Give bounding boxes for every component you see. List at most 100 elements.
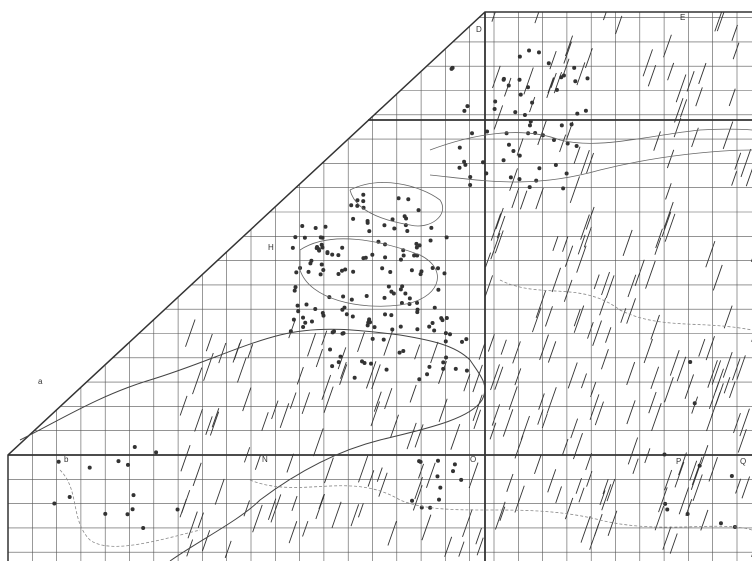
hatch-mark [492,66,500,88]
record-dot [340,332,344,336]
record-dot [389,313,393,317]
hatch-mark [594,275,599,289]
hatch-mark [385,388,392,409]
record-dot [320,262,324,266]
hatch-mark [410,385,416,403]
record-dot [527,48,531,52]
hatch-mark [198,513,203,528]
record-dot [293,289,297,293]
coastline [20,329,485,561]
record-dot [321,311,325,315]
record-dot [300,224,304,228]
record-dot [340,246,344,250]
hatch-mark [729,381,735,397]
hatch-mark [520,191,527,210]
record-dot [419,272,423,276]
record-dot [400,284,404,288]
hatch-mark [426,463,435,488]
hatch-mark [244,500,250,516]
hatch-mark [459,542,464,557]
record-dot [410,268,414,272]
record-dot [397,196,401,200]
record-dot [132,493,136,497]
record-dot [390,327,394,331]
record-dot [459,478,463,482]
map-frame [8,12,752,561]
hatch-mark [303,521,308,536]
hatch-mark [307,333,315,356]
record-dot [408,296,412,300]
hatch-mark [474,410,481,429]
hatch-mark [491,364,500,390]
record-dot [460,340,464,344]
record-dot [665,507,669,511]
hatch-mark [289,521,297,543]
record-dot [453,462,457,466]
hatch-mark [723,121,733,148]
record-dot [52,501,56,505]
hatch-mark [709,382,718,408]
hatch-mark [563,59,569,75]
record-dot [116,459,120,463]
record-dot [412,253,416,257]
record-dot [693,401,697,405]
hatch-mark [513,341,521,363]
record-dot [562,73,566,77]
hatch-mark [595,402,603,426]
record-dot [383,296,387,300]
record-dot [319,272,323,276]
record-dot [570,122,574,126]
hatch-mark [646,261,656,289]
record-dot [301,325,305,329]
record-dot [351,314,355,318]
hatch-mark [415,345,420,360]
hatch-mark [577,246,586,273]
record-dot [399,325,403,329]
record-dot [387,285,391,289]
grid-label: a [38,377,43,386]
hatch-mark [696,87,703,106]
record-dot [351,270,355,274]
record-dot [462,109,466,113]
record-dot [321,245,325,249]
record-dot [340,308,344,312]
record-dot [442,271,446,275]
grid-label: E [680,13,685,22]
hatch-mark [255,455,260,469]
hatch-mark [204,353,214,381]
record-dot [436,459,440,463]
record-dot [526,85,530,89]
hatch-mark [262,412,268,430]
record-dot [403,291,407,295]
hatch-mark [322,331,327,345]
hatch-mark [651,367,659,389]
hatch-mark [517,138,523,155]
record-dot [417,208,421,212]
hatch-mark [712,392,720,415]
record-dot [126,512,130,516]
record-dot [321,268,325,272]
hatch-mark [358,456,367,483]
record-dot [340,269,344,273]
hatch-mark [570,176,579,202]
record-dot [417,377,421,381]
hatch-mark [548,341,555,362]
hatch-mark [668,63,674,80]
hatch-mark [538,409,543,424]
hatch-mark [593,321,602,346]
record-dot [331,330,335,334]
hatch-mark [574,147,580,164]
hatch-mark [603,0,610,20]
hatch-mark [492,404,499,425]
island-outline [300,129,752,306]
record-dot [415,327,419,331]
hatch-mark [539,393,545,409]
record-dot [451,469,455,473]
map-grid [0,0,752,561]
hatch-mark [358,503,363,517]
record-dot [296,309,300,313]
hatch-mark [477,538,483,556]
hatch-mark [565,36,572,56]
record-dot [141,526,145,530]
hatch-mark [415,424,423,447]
